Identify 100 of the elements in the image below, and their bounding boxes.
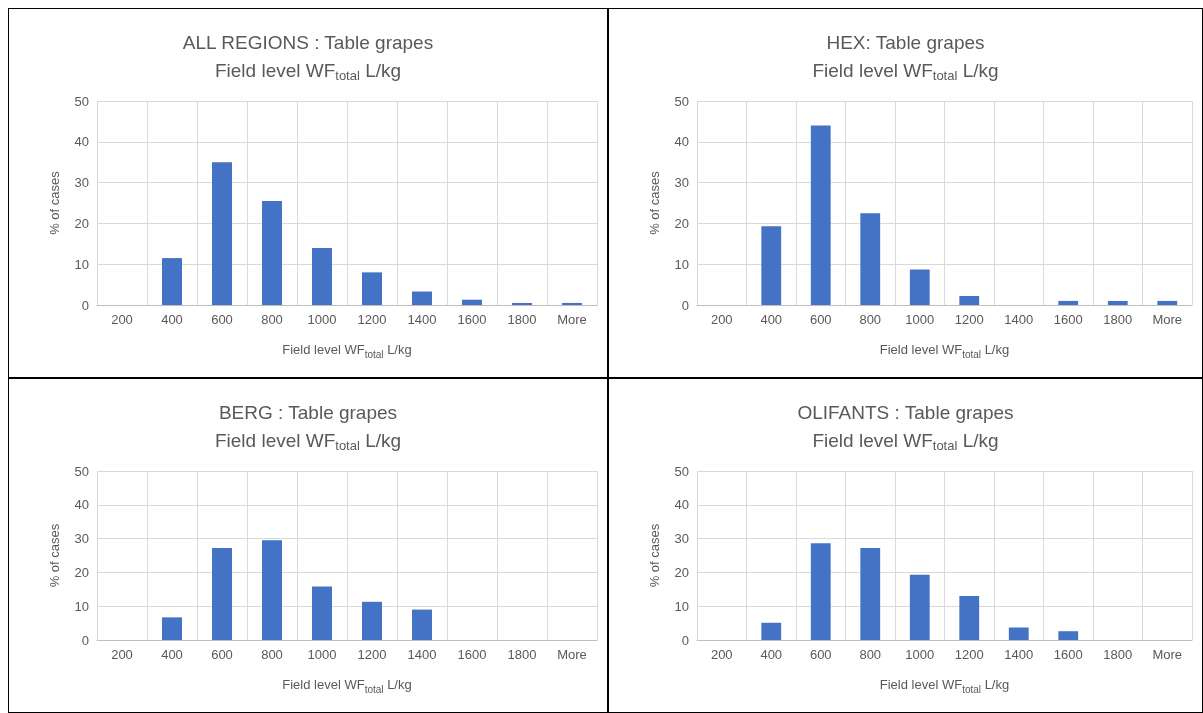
y-tick-label: 20 (674, 215, 689, 231)
bar (562, 302, 582, 305)
x-tick-label: 1600 (1053, 647, 1083, 662)
bar (512, 302, 532, 305)
chart-title: BERG : Table grapes (218, 401, 398, 423)
x-tick-label: 200 (111, 647, 133, 662)
x-tick-label: 1600 (457, 647, 487, 662)
bar (810, 543, 831, 640)
bar (262, 200, 282, 305)
bar (909, 269, 930, 305)
y-tick-label: 30 (674, 531, 689, 547)
y-tick-label: 30 (74, 531, 89, 547)
y-tick-label: 40 (74, 134, 89, 150)
bar (959, 296, 980, 305)
x-tick-label: 800 (859, 647, 882, 662)
bar (362, 272, 382, 305)
bar (162, 258, 182, 305)
y-tick-label: 50 (674, 93, 689, 109)
bar (810, 125, 831, 305)
bar (1157, 300, 1178, 305)
x-tick-label: 1000 (905, 647, 935, 662)
x-tick-label: 1800 (1103, 312, 1133, 327)
y-tick-label: 40 (74, 497, 89, 513)
y-tick-label: 20 (74, 215, 89, 231)
x-tick-label: 200 (710, 312, 733, 327)
x-tick-label: 1000 (307, 312, 337, 327)
x-tick-label: 1200 (954, 312, 984, 327)
bar (412, 609, 432, 640)
chart-title: ALL REGIONS : Table grapes (182, 31, 434, 53)
x-tick-label: 1800 (1103, 647, 1133, 662)
y-tick-label: 10 (74, 598, 89, 614)
bar (1058, 631, 1079, 640)
y-tick-label: 10 (74, 256, 89, 272)
y-tick-label: 20 (674, 564, 689, 580)
x-tick-label: 1800 (507, 312, 537, 327)
x-tick-label: 600 (211, 647, 233, 662)
x-tick-label: 1400 (407, 647, 437, 662)
x-tick-label: 1000 (905, 312, 935, 327)
bar (959, 596, 980, 640)
bar (212, 548, 232, 640)
bar (262, 540, 282, 640)
bar (1058, 300, 1079, 305)
y-tick-label: 40 (674, 134, 689, 150)
x-tick-label: 400 (161, 312, 183, 327)
bar (412, 291, 432, 305)
x-tick-label: More (557, 647, 587, 662)
x-tick-label: 800 (261, 312, 283, 327)
x-tick-label: More (1152, 647, 1183, 662)
bar (860, 213, 881, 305)
y-axis-title: % of cases (647, 523, 662, 588)
y-tick-label: 0 (81, 632, 89, 648)
y-tick-label: 0 (81, 297, 89, 313)
bar (909, 574, 930, 640)
x-tick-label: 1400 (1004, 312, 1034, 327)
y-tick-label: 20 (74, 564, 89, 580)
y-tick-label: 50 (674, 463, 689, 479)
x-tick-label: 800 (859, 312, 882, 327)
bar (312, 586, 332, 640)
y-tick-label: 30 (674, 175, 689, 191)
bar (312, 247, 332, 305)
x-tick-label: More (557, 312, 587, 327)
x-tick-label: 1200 (357, 312, 387, 327)
bar (860, 548, 881, 640)
y-axis-title: % of cases (47, 170, 62, 235)
bar (362, 601, 382, 640)
y-tick-label: 30 (74, 175, 89, 191)
y-tick-label: 0 (681, 297, 689, 313)
bar (761, 622, 782, 640)
chart-title: OLIFANTS : Table grapes (797, 401, 1014, 423)
x-tick-label: 1400 (1004, 647, 1034, 662)
bar (162, 617, 182, 640)
x-tick-label: 600 (809, 312, 832, 327)
chart-title: HEX: Table grapes (826, 31, 985, 53)
x-tick-label: 200 (111, 312, 133, 327)
x-tick-label: 400 (760, 647, 783, 662)
x-tick-label: 1000 (307, 647, 337, 662)
x-tick-label: 600 (809, 647, 832, 662)
x-tick-label: 1400 (407, 312, 437, 327)
x-tick-label: 1800 (507, 647, 537, 662)
x-tick-label: More (1152, 312, 1183, 327)
y-tick-label: 10 (674, 598, 689, 614)
y-axis-title: % of cases (47, 523, 62, 588)
y-tick-label: 0 (681, 632, 689, 648)
y-tick-label: 40 (674, 497, 689, 513)
y-tick-label: 10 (674, 256, 689, 272)
x-tick-label: 400 (760, 312, 783, 327)
bar (761, 226, 782, 305)
bar (1107, 300, 1128, 305)
y-tick-label: 50 (74, 93, 89, 109)
x-tick-label: 1600 (457, 312, 487, 327)
x-tick-label: 400 (161, 647, 183, 662)
y-tick-label: 50 (74, 463, 89, 479)
bar (1008, 627, 1029, 640)
y-axis-title: % of cases (647, 170, 662, 235)
bar (462, 299, 482, 305)
x-tick-label: 1600 (1053, 312, 1083, 327)
x-tick-label: 1200 (954, 647, 984, 662)
bar (212, 162, 232, 305)
x-tick-label: 1200 (357, 647, 387, 662)
x-tick-label: 600 (211, 312, 233, 327)
